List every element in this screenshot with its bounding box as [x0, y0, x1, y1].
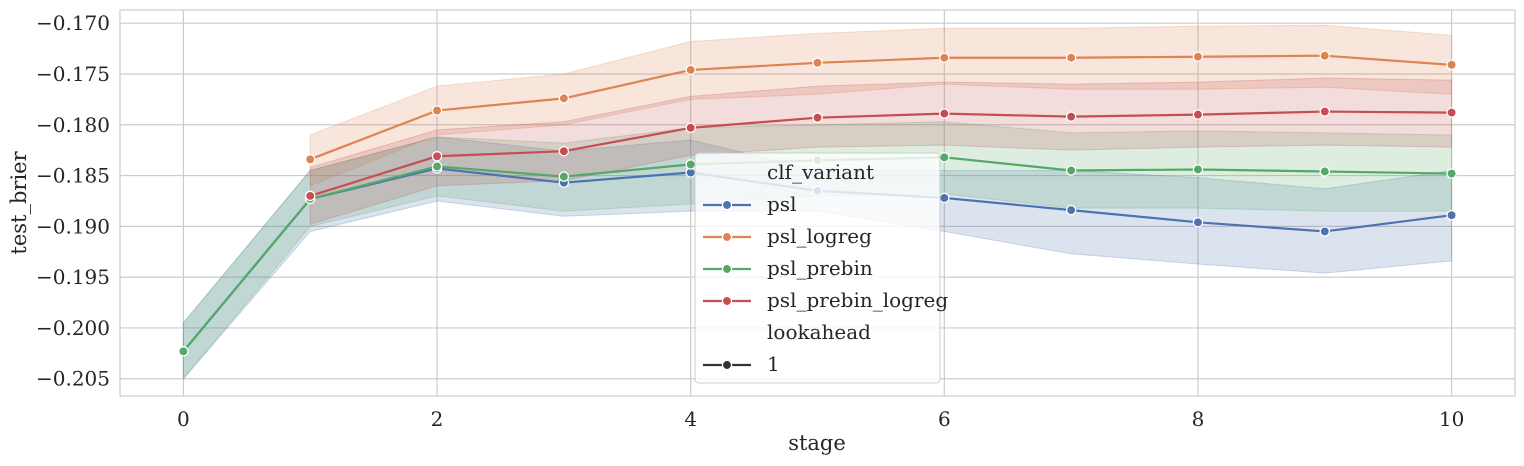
data-point-psl-logreg	[1319, 50, 1331, 61]
data-point-psl	[1065, 204, 1077, 216]
x-axis-title: stage	[788, 431, 846, 455]
data-point-psl-logreg	[431, 105, 443, 116]
legend-marker-swatch	[721, 263, 733, 275]
data-point-psl-logreg	[558, 93, 570, 104]
x-tick-label: 0	[177, 407, 190, 431]
legend-marker-swatch	[721, 359, 733, 371]
data-point-psl-logreg	[1065, 52, 1077, 63]
x-tick-label: 6	[938, 407, 951, 431]
legend-marker-swatch	[721, 231, 733, 243]
data-point-psl-logreg	[812, 57, 823, 69]
plot-frame	[119, 9, 1516, 397]
data-point-psl-prebin	[1446, 168, 1457, 179]
legend-box	[694, 152, 941, 384]
data-point-psl-prebin-logreg	[1065, 111, 1077, 122]
data-point-psl-prebin-logreg	[939, 108, 950, 119]
data-point-psl-prebin-logreg	[812, 112, 823, 123]
legend-label-lookahead: 1	[767, 352, 780, 376]
legend-label-psl: psl	[767, 192, 796, 216]
legend-label-psl-prebin: psl_prebin	[767, 256, 873, 280]
data-point-psl-prebin-logreg	[1446, 107, 1457, 118]
tick-labels: 0 2 4 6 8 10 −0.170 −0.175 −0.180 −0.185 −0.190 −0.…	[36, 11, 1464, 431]
y-tick-label: −0.190	[36, 214, 110, 238]
ci-band-psl	[182, 136, 1453, 381]
data-point-psl-prebin	[1192, 164, 1204, 175]
legend-marker-swatch	[721, 199, 733, 211]
y-tick-label: −0.195	[36, 265, 110, 289]
data-point-psl-prebin-logreg	[558, 145, 570, 157]
data-point-psl-prebin-logreg	[431, 151, 443, 162]
data-point-psl-prebin-logreg	[1319, 106, 1331, 117]
x-tick-label: 2	[431, 407, 444, 431]
data-point-psl-prebin	[558, 171, 570, 182]
y-tick-label: −0.205	[36, 367, 110, 391]
series-line-psl-prebin-logreg	[309, 110, 1452, 197]
data-point-psl-logreg	[939, 52, 950, 63]
ci-band-psl-logreg	[309, 24, 1453, 187]
legend-marker-swatch	[721, 295, 733, 307]
data-point-psl	[939, 192, 950, 204]
legend-style-title: lookahead	[767, 320, 871, 344]
legend-hue-title: clf_variant	[767, 160, 874, 184]
data-point-psl-prebin	[1319, 166, 1331, 177]
data-point-psl	[1319, 226, 1331, 237]
y-tick-label: −0.170	[36, 11, 110, 35]
x-tick-label: 8	[1192, 407, 1205, 431]
legend-label-psl-logreg: psl_logreg	[767, 224, 872, 248]
data-point-psl-prebin	[939, 152, 950, 163]
x-tick-label: 10	[1439, 407, 1464, 431]
data-point-psl-logreg	[685, 64, 696, 76]
legend-label-psl-prebin-logreg: psl_prebin_logreg	[767, 288, 948, 312]
y-axis-title: test_brier	[7, 150, 31, 254]
data-point-psl	[1192, 217, 1204, 228]
data-point-psl-prebin-logreg	[685, 122, 696, 134]
data-point-psl-logreg	[304, 154, 316, 165]
data-point-psl-prebin	[685, 159, 696, 170]
data-point-psl-prebin	[178, 346, 189, 357]
data-point-psl-logreg	[1446, 59, 1457, 71]
data-point-psl-prebin-logreg	[304, 190, 316, 202]
y-tick-label: −0.175	[36, 62, 110, 86]
y-tick-label: −0.185	[36, 164, 110, 188]
data-point-psl-prebin	[1065, 165, 1077, 176]
x-tick-label: 4	[684, 407, 697, 431]
y-tick-label: −0.200	[36, 316, 110, 340]
data-point-psl-prebin-logreg	[1192, 109, 1204, 120]
data-point-psl-logreg	[1192, 51, 1204, 62]
series-line-psl-logreg	[309, 54, 1452, 161]
data-point-psl	[1446, 209, 1457, 221]
y-tick-label: −0.180	[36, 113, 110, 137]
data-point-psl-prebin	[431, 161, 443, 172]
